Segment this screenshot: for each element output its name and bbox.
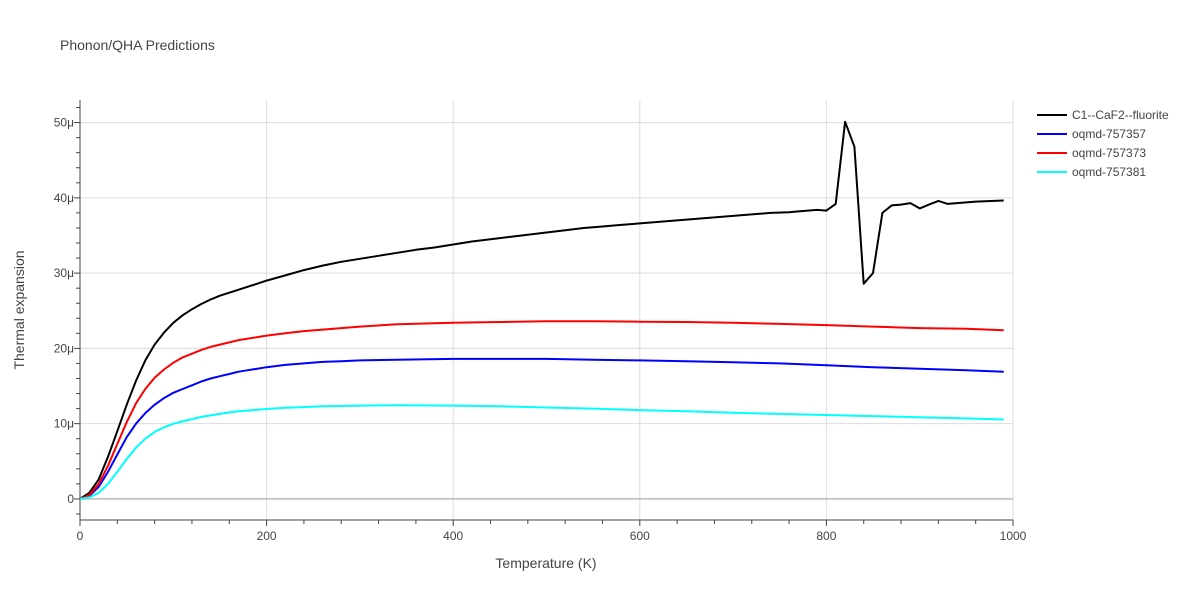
x-tick-label: 800 [816, 529, 836, 543]
x-tick-label: 600 [630, 529, 650, 543]
y-axis-title: Thermal expansion [11, 250, 27, 369]
axis-layer: 0 200 400 600 800 1000 0 10μ 20μ 30μ 40μ 50μ [54, 100, 1027, 543]
y-tick-label: 20μ [54, 341, 74, 355]
legend-label: oqmd-757381 [1072, 165, 1146, 179]
legend-item[interactable]: C1--CaF2--fluorite [1037, 108, 1169, 122]
legend[interactable]: C1--CaF2--fluorite oqmd-757357 oqmd-757373… [1037, 108, 1169, 179]
grid-layer [80, 100, 1014, 520]
x-tick-label: 1000 [1000, 529, 1027, 543]
series-line-oqmd-757373[interactable] [79, 320, 1004, 500]
series-line-oqmd-757357[interactable] [79, 357, 1004, 500]
y-tick-label: 0 [67, 492, 74, 506]
legend-label: C1--CaF2--fluorite [1072, 108, 1169, 122]
y-tick-label: 10μ [54, 417, 74, 431]
x-tick-label: 200 [257, 529, 277, 543]
series-layer [79, 120, 1004, 500]
chart-title: Phonon/QHA Predictions [60, 37, 215, 53]
y-tick-label: 50μ [54, 116, 74, 130]
x-tick-label: 0 [77, 529, 84, 543]
x-tick-label: 400 [443, 529, 463, 543]
legend-item[interactable]: oqmd-757373 [1037, 146, 1146, 160]
legend-label: oqmd-757373 [1072, 146, 1146, 160]
legend-item[interactable]: oqmd-757357 [1037, 127, 1146, 141]
legend-item[interactable]: oqmd-757381 [1037, 165, 1146, 179]
series-line-C1--CaF2--fluorite[interactable] [79, 120, 1004, 500]
y-tick-label: 30μ [54, 266, 74, 280]
y-tick-label: 40μ [54, 191, 74, 205]
legend-label: oqmd-757357 [1072, 127, 1146, 141]
series-line-oqmd-757381[interactable] [79, 404, 1004, 500]
x-axis-title: Temperature (K) [495, 555, 596, 571]
